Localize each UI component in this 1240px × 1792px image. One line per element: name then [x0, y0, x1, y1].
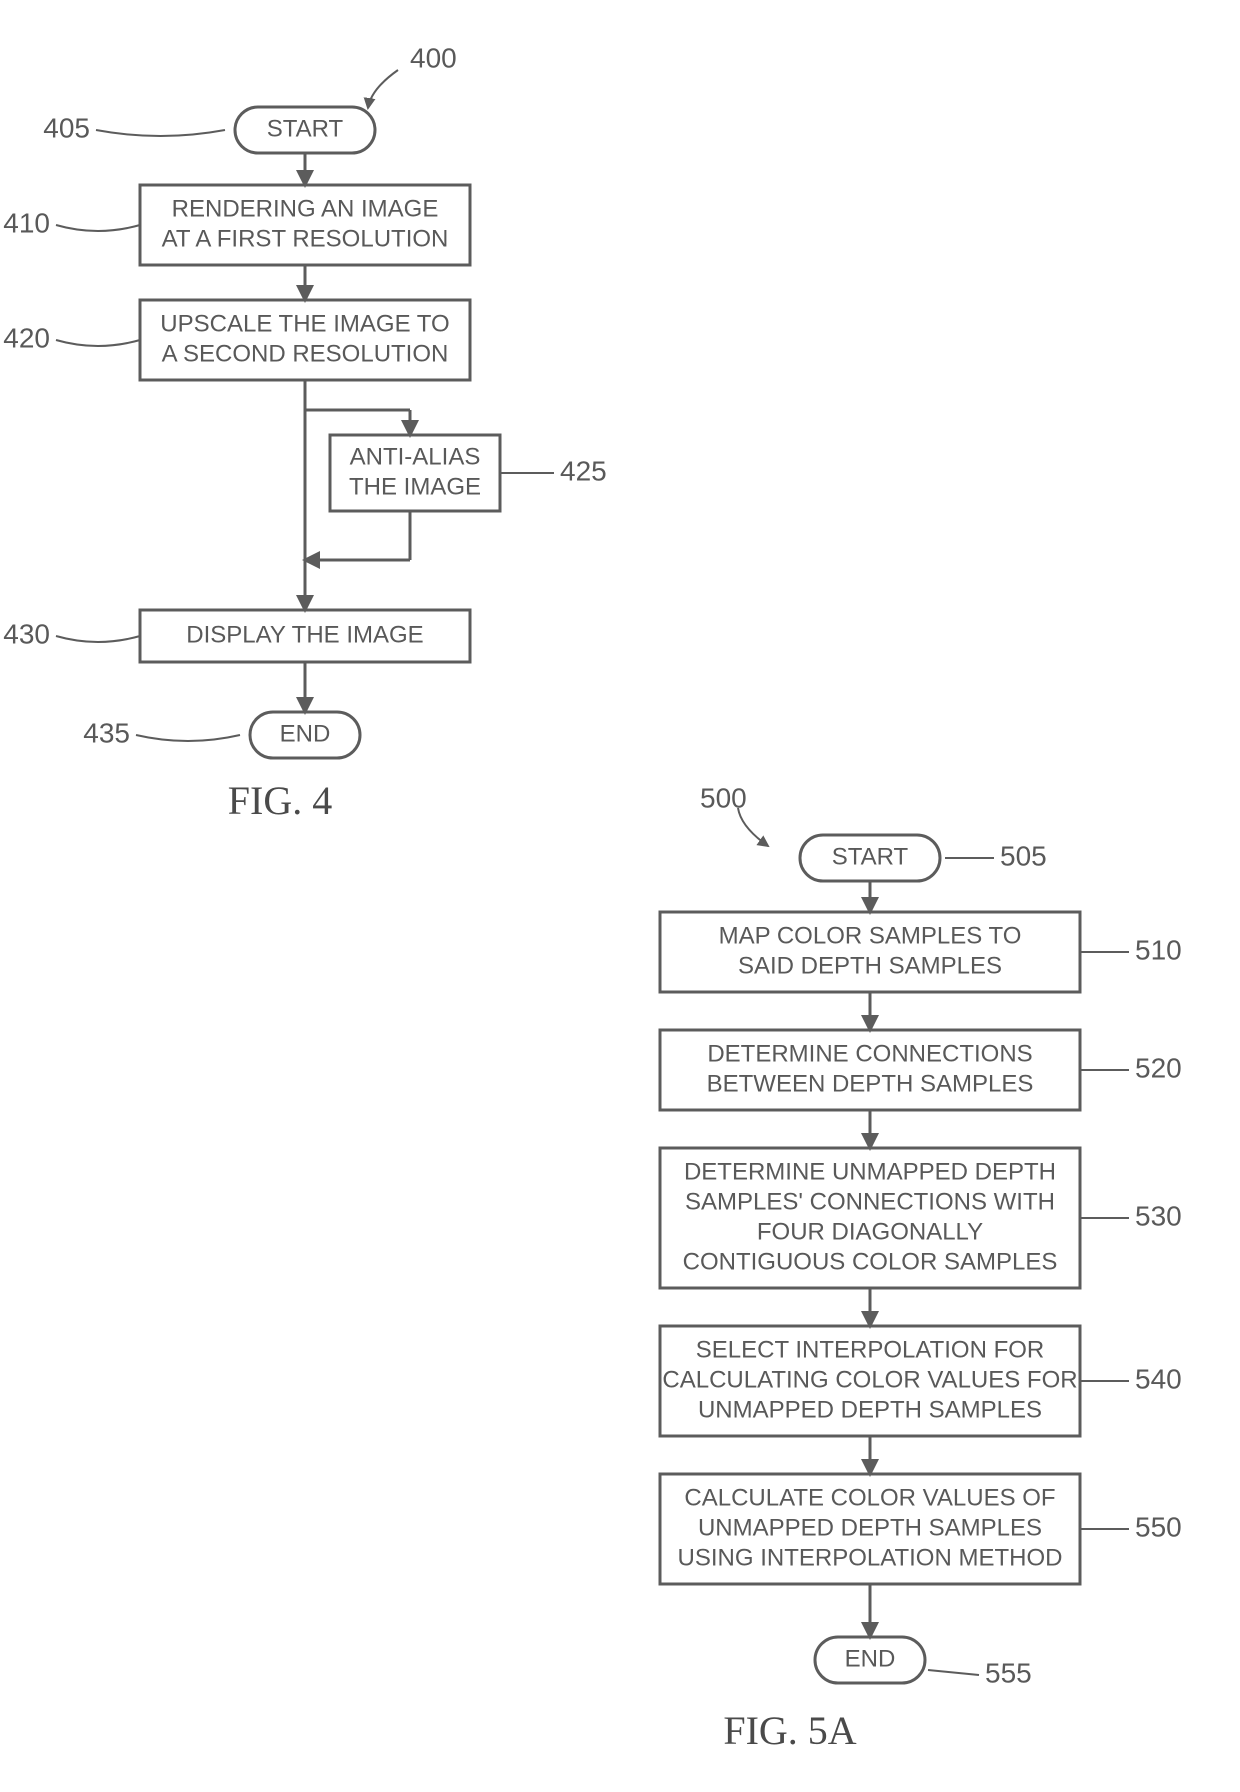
svg-text:CALCULATING COLOR VALUES FOR: CALCULATING COLOR VALUES FOR	[662, 1366, 1077, 1393]
svg-text:START: START	[267, 115, 344, 142]
svg-text:500: 500	[700, 782, 747, 813]
svg-text:DETERMINE CONNECTIONS: DETERMINE CONNECTIONS	[707, 1040, 1032, 1067]
svg-text:405: 405	[43, 112, 90, 143]
svg-text:UPSCALE THE IMAGE TO: UPSCALE THE IMAGE TO	[160, 310, 449, 337]
svg-text:DETERMINE UNMAPPED DEPTH: DETERMINE UNMAPPED DEPTH	[684, 1158, 1056, 1185]
svg-text:550: 550	[1135, 1511, 1182, 1542]
svg-text:UNMAPPED DEPTH SAMPLES: UNMAPPED DEPTH SAMPLES	[698, 1514, 1042, 1541]
svg-text:510: 510	[1135, 934, 1182, 965]
svg-text:FOUR DIAGONALLY: FOUR DIAGONALLY	[757, 1218, 983, 1245]
svg-text:540: 540	[1135, 1363, 1182, 1394]
svg-text:410: 410	[3, 207, 50, 238]
svg-text:FIG. 4: FIG. 4	[228, 778, 332, 823]
svg-text:520: 520	[1135, 1052, 1182, 1083]
svg-text:CONTIGUOUS COLOR SAMPLES: CONTIGUOUS COLOR SAMPLES	[683, 1248, 1058, 1275]
svg-text:DISPLAY THE IMAGE: DISPLAY THE IMAGE	[186, 621, 423, 648]
svg-text:END: END	[280, 720, 331, 747]
svg-text:505: 505	[1000, 840, 1047, 871]
svg-text:555: 555	[985, 1657, 1032, 1688]
svg-text:SAID DEPTH SAMPLES: SAID DEPTH SAMPLES	[738, 952, 1002, 979]
svg-text:CALCULATE COLOR VALUES OF: CALCULATE COLOR VALUES OF	[684, 1484, 1055, 1511]
svg-text:A SECOND RESOLUTION: A SECOND RESOLUTION	[162, 340, 449, 367]
svg-text:UNMAPPED DEPTH SAMPLES: UNMAPPED DEPTH SAMPLES	[698, 1396, 1042, 1423]
svg-text:AT A FIRST RESOLUTION: AT A FIRST RESOLUTION	[162, 225, 449, 252]
svg-text:FIG. 5A: FIG. 5A	[723, 1708, 856, 1753]
svg-text:ANTI-ALIAS: ANTI-ALIAS	[350, 443, 481, 470]
svg-text:430: 430	[3, 618, 50, 649]
svg-text:425: 425	[560, 455, 607, 486]
svg-text:SELECT INTERPOLATION FOR: SELECT INTERPOLATION FOR	[696, 1336, 1045, 1363]
svg-text:MAP COLOR SAMPLES TO: MAP COLOR SAMPLES TO	[719, 922, 1022, 949]
svg-text:BETWEEN DEPTH SAMPLES: BETWEEN DEPTH SAMPLES	[707, 1070, 1034, 1097]
svg-text:SAMPLES' CONNECTIONS WITH: SAMPLES' CONNECTIONS WITH	[685, 1188, 1055, 1215]
svg-text:THE IMAGE: THE IMAGE	[349, 473, 481, 500]
svg-text:435: 435	[83, 717, 130, 748]
svg-text:RENDERING AN IMAGE: RENDERING AN IMAGE	[172, 195, 439, 222]
svg-text:420: 420	[3, 322, 50, 353]
svg-text:530: 530	[1135, 1200, 1182, 1231]
svg-text:400: 400	[410, 42, 457, 73]
svg-text:END: END	[845, 1645, 896, 1672]
svg-text:USING INTERPOLATION METHOD: USING INTERPOLATION METHOD	[678, 1544, 1063, 1571]
svg-text:START: START	[832, 843, 909, 870]
